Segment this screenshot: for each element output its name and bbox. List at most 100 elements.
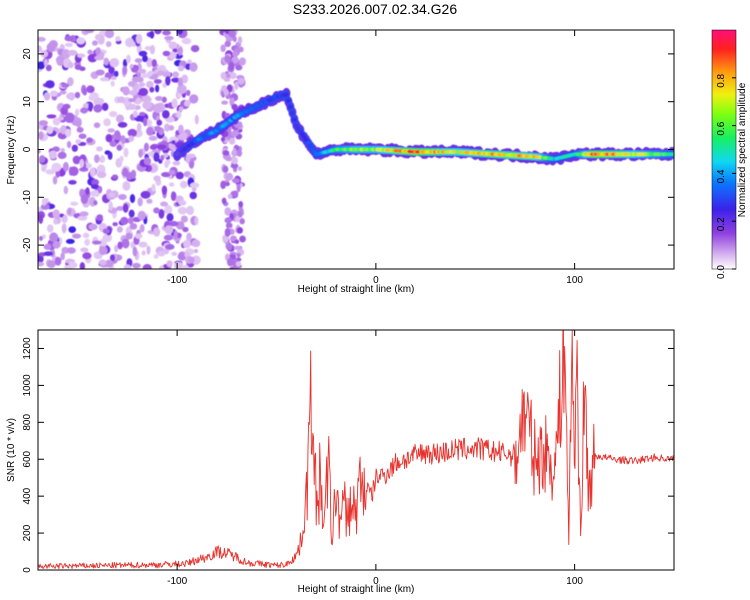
noise-blob xyxy=(236,227,244,234)
snr-series-line xyxy=(38,330,674,570)
noise-blob xyxy=(66,247,76,254)
noise-blob xyxy=(94,55,105,61)
noise-blob xyxy=(146,245,151,255)
snr-x-tick-label: 100 xyxy=(566,576,583,587)
noise-blob xyxy=(131,76,142,83)
spectrogram-x-tick-label: -100 xyxy=(167,275,187,286)
noise-blob xyxy=(38,214,44,224)
page-title: S233.2026.007.02.34.G26 xyxy=(293,1,457,17)
noise-blob xyxy=(132,246,138,257)
noise-blob xyxy=(138,50,148,57)
noise-blob xyxy=(58,116,64,121)
noise-blob xyxy=(62,215,67,223)
noise-blob xyxy=(151,73,159,79)
ridge-core xyxy=(303,138,309,142)
noise-blob xyxy=(93,154,100,164)
noise-blob xyxy=(45,169,56,175)
noise-blob xyxy=(63,185,69,195)
noise-blob xyxy=(128,98,136,103)
spectrogram-y-tick-label: 20 xyxy=(22,48,33,60)
noise-blob xyxy=(232,147,237,157)
noise-blob xyxy=(224,54,231,63)
noise-blob xyxy=(153,103,163,113)
noise-blob xyxy=(186,89,191,97)
noise-blob xyxy=(113,70,119,77)
noise-blob xyxy=(164,204,173,215)
noise-blob xyxy=(79,211,89,217)
noise-blob xyxy=(93,104,103,113)
noise-blob xyxy=(157,70,166,76)
noise-blob xyxy=(102,228,110,234)
noise-blob xyxy=(82,232,90,239)
noise-blob xyxy=(238,200,244,208)
noise-blob xyxy=(126,54,131,64)
noise-blob xyxy=(225,172,234,181)
noise-blob xyxy=(94,34,102,41)
noise-blob xyxy=(194,216,199,226)
noise-blob xyxy=(186,205,194,216)
noise-blob xyxy=(233,245,242,251)
snr-y-tick-label: 1200 xyxy=(22,337,33,360)
snr-y-tick-label: 1000 xyxy=(22,374,33,397)
noise-blob xyxy=(170,191,177,202)
noise-blob xyxy=(235,215,240,223)
noise-blob xyxy=(65,112,75,123)
noise-blob xyxy=(60,124,67,135)
noise-blob xyxy=(143,117,148,127)
noise-blob xyxy=(107,128,115,133)
noise-blob xyxy=(43,251,54,256)
noise-blob xyxy=(52,175,58,185)
colorbar-tick-label: 0.2 xyxy=(716,217,727,231)
ridge-core xyxy=(295,126,301,131)
background-noise-blobs xyxy=(38,30,246,269)
noise-blob xyxy=(117,121,128,128)
noise-blob xyxy=(57,151,67,160)
noise-blob xyxy=(77,53,86,58)
noise-blob xyxy=(154,95,163,102)
ridge-core xyxy=(288,105,293,109)
noise-blob xyxy=(237,210,243,218)
noise-blob xyxy=(186,232,192,242)
noise-blob xyxy=(80,247,89,253)
noise-blob xyxy=(38,254,44,264)
noise-blob xyxy=(91,240,102,245)
noise-blob xyxy=(38,155,46,163)
noise-blob xyxy=(194,249,199,254)
noise-blob xyxy=(95,146,103,152)
noise-blob xyxy=(68,92,76,101)
noise-blob xyxy=(223,88,229,96)
noise-blob xyxy=(99,238,107,248)
snr-y-tick-label: 800 xyxy=(22,414,33,431)
noise-blob xyxy=(146,57,153,68)
noise-blob xyxy=(153,175,161,182)
noise-blob xyxy=(67,77,74,87)
noise-blob xyxy=(72,233,82,239)
snr-x-tick-label: -100 xyxy=(167,576,187,587)
noise-blob xyxy=(134,58,143,63)
noise-blob xyxy=(176,84,187,95)
noise-blob xyxy=(95,69,105,76)
noise-blob xyxy=(136,122,142,132)
noise-blob xyxy=(235,64,243,71)
noise-blob xyxy=(220,180,227,190)
noise-blob xyxy=(105,41,112,48)
noise-blob xyxy=(138,148,143,158)
noise-blob xyxy=(38,131,44,140)
frequency-ridge xyxy=(173,87,674,166)
spectrogram-x-tick-label: 0 xyxy=(373,275,379,286)
noise-blob xyxy=(105,134,113,143)
noise-blob xyxy=(60,148,65,153)
colorbar-tick-label: 0.0 xyxy=(716,265,727,279)
spectrogram-y-tick-label: 10 xyxy=(22,96,33,108)
noise-blob xyxy=(155,84,160,93)
noise-blob xyxy=(162,30,171,36)
noise-blob xyxy=(84,238,90,246)
noise-blob xyxy=(179,180,188,189)
noise-blob xyxy=(166,213,174,222)
noise-blob xyxy=(231,177,240,184)
noise-blob xyxy=(134,233,143,239)
noise-blob xyxy=(95,47,102,56)
noise-blob xyxy=(161,171,171,178)
noise-blob xyxy=(149,44,156,55)
noise-blob xyxy=(38,236,43,241)
